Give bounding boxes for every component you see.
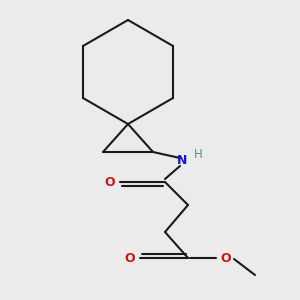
Text: H: H: [194, 148, 202, 161]
Text: O: O: [125, 251, 135, 265]
Text: N: N: [177, 154, 187, 166]
Text: O: O: [105, 176, 115, 188]
Text: O: O: [221, 251, 231, 265]
